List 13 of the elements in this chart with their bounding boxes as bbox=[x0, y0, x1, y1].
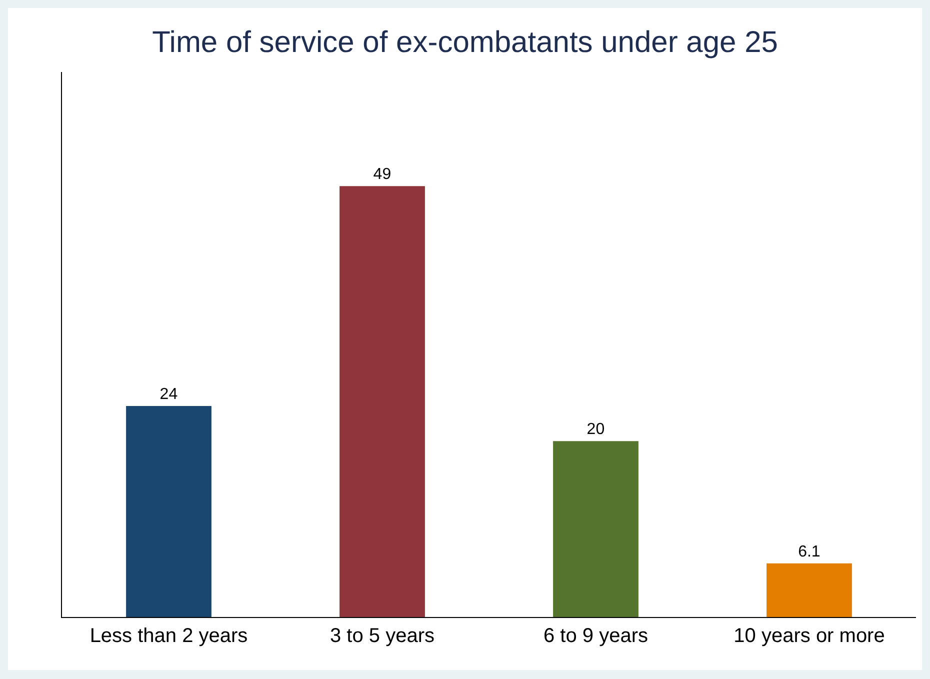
bar bbox=[553, 441, 638, 617]
data-label: 6.1 bbox=[798, 543, 820, 560]
chart-title: Time of service of ex-combatants under age 25 bbox=[152, 26, 778, 60]
x-tick-label: 6 to 9 years bbox=[543, 625, 648, 647]
bar bbox=[766, 563, 852, 617]
x-tick-label: 10 years or more bbox=[734, 625, 885, 647]
x-tick-label: Less than 2 years bbox=[90, 625, 248, 647]
data-label: 20 bbox=[586, 421, 605, 438]
x-tick-label: 3 to 5 years bbox=[330, 625, 435, 647]
bar bbox=[340, 186, 425, 617]
bar bbox=[126, 406, 212, 617]
data-label: 49 bbox=[373, 166, 392, 184]
data-label: 24 bbox=[160, 386, 178, 403]
